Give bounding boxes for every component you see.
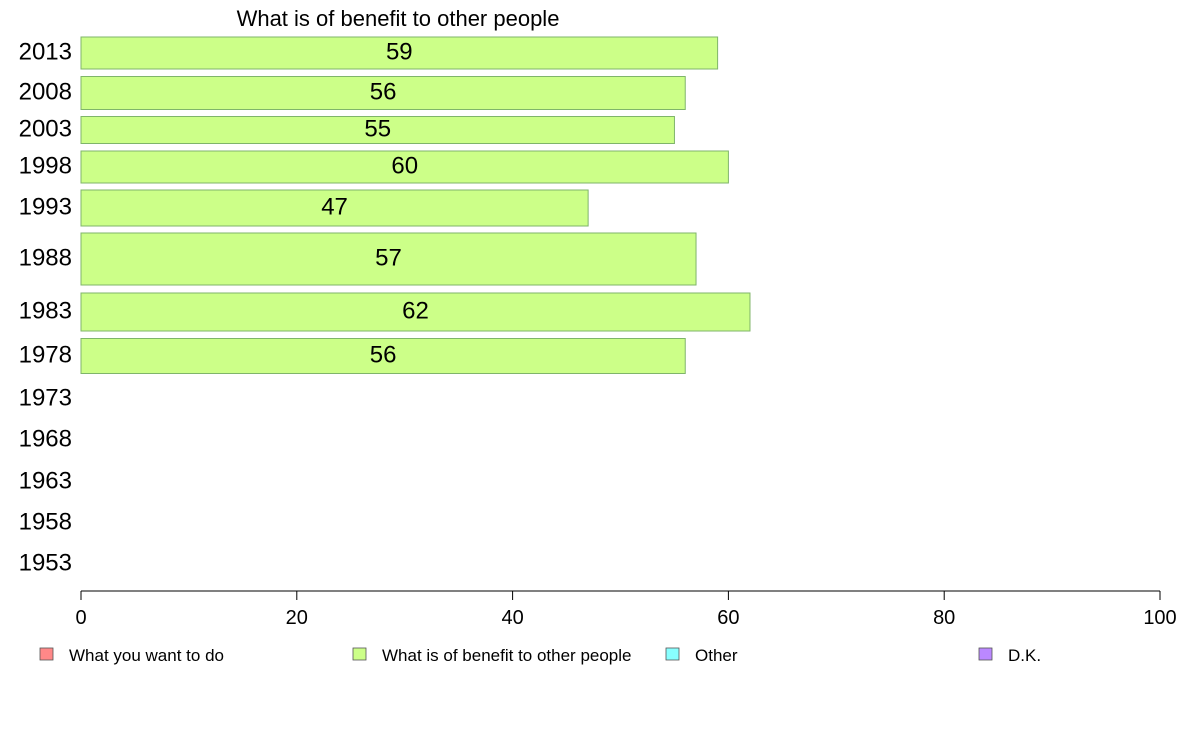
- x-tick-label-100: 100: [1143, 607, 1176, 629]
- bar-1993: [80, 189, 589, 227]
- category-label-1973: 1973: [19, 384, 72, 411]
- bar-value-label-1978: 56: [370, 341, 397, 368]
- x-tick-label-0: 0: [75, 607, 86, 629]
- bar-value-label-2008: 56: [370, 78, 397, 105]
- legend-label-0: What you want to do: [69, 646, 224, 665]
- bar-value-label-1998: 60: [391, 152, 418, 179]
- category-label-1988: 1988: [19, 244, 72, 271]
- bar-1983: [80, 292, 751, 332]
- category-label-1963: 1963: [19, 467, 72, 494]
- category-label-2008: 2008: [19, 78, 72, 105]
- category-labels: 2013 2008 2003 1998 1993 1988 1983 1978 1973 1968…: [19, 38, 72, 576]
- category-label-2003: 2003: [19, 115, 72, 142]
- bar-2013: [80, 36, 719, 70]
- category-label-1958: 1958: [19, 508, 72, 535]
- bar-value-label-1993: 47: [321, 193, 348, 220]
- x-tick-label-20: 20: [286, 607, 308, 629]
- legend-label-1: What is of benefit to other people: [382, 646, 632, 665]
- x-tick-label-60: 60: [717, 607, 739, 629]
- bar-2008: [80, 76, 686, 110]
- category-label-1998: 1998: [19, 152, 72, 179]
- category-label-2013: 2013: [19, 38, 72, 65]
- bar-2003: [80, 116, 675, 144]
- x-tick-label-40: 40: [501, 607, 523, 629]
- category-label-1968: 1968: [19, 425, 72, 452]
- legend: What you want to do What is of benefit to…: [39, 646, 1041, 665]
- legend-swatch-1: [352, 647, 367, 661]
- bar-value-label-2003: 55: [364, 115, 391, 142]
- x-tick-label-80: 80: [933, 607, 955, 629]
- category-label-1993: 1993: [19, 193, 72, 220]
- bar-1978: [80, 338, 686, 374]
- legend-swatch-2: [665, 647, 680, 661]
- x-axis: 0 20 40 60 80 100: [75, 590, 1177, 629]
- bar-1998: [80, 150, 729, 184]
- bar-value-label-1983: 62: [402, 297, 429, 324]
- category-label-1953: 1953: [19, 549, 72, 576]
- chart-title: What is of benefit to other people: [237, 6, 560, 31]
- legend-label-2: Other: [695, 646, 738, 665]
- bar-value-label-1988: 57: [375, 244, 402, 271]
- legend-swatch-0: [39, 647, 54, 661]
- category-label-1978: 1978: [19, 341, 72, 368]
- legend-swatch-3: [978, 647, 993, 661]
- category-label-1983: 1983: [19, 297, 72, 324]
- bar-value-label-2013: 59: [386, 38, 413, 65]
- legend-label-3: D.K.: [1008, 646, 1041, 665]
- bar-1988: [80, 232, 697, 286]
